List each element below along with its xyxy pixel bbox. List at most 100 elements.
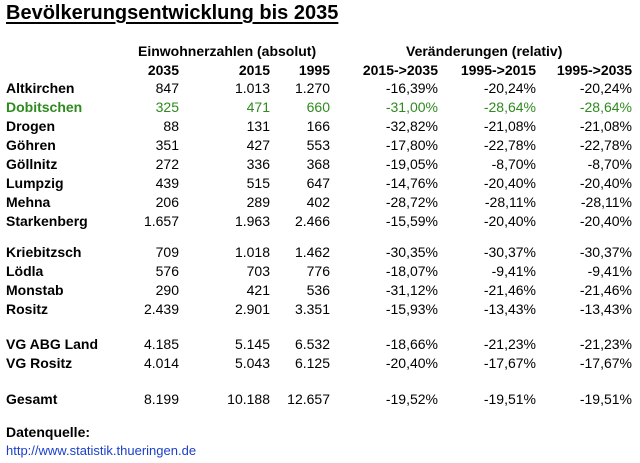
table-cell: 1.018 [234, 244, 270, 260]
table-cell: 703 [246, 263, 270, 279]
table-cell: 325 [155, 99, 179, 115]
table-cell: -14,76% [385, 175, 438, 191]
table-cell: 1.963 [234, 213, 270, 229]
table-cell: -22,78% [579, 137, 632, 153]
table-cell: -19,52% [385, 391, 438, 407]
table-cell: 553 [306, 137, 330, 153]
table-row: Lödla 576 703 776 -18,07% -9,41% -9,41% [0, 263, 640, 282]
table-cell: -9,41% [587, 263, 632, 279]
table-cell: 4.014 [143, 355, 179, 371]
table-cell: -20,40% [483, 213, 536, 229]
table-cell: 427 [246, 137, 270, 153]
table-row: Drogen 88 131 166 -32,82% -21,08% -21,08% [0, 118, 640, 137]
table-row: Lumpzig 439 515 647 -14,76% -20,40% -20,40% [0, 175, 640, 194]
table-cell: -20,40% [385, 355, 438, 371]
table-cell: -21,08% [579, 118, 632, 134]
table-cell: -18,66% [385, 336, 438, 352]
table-cell: 2.466 [294, 213, 330, 229]
column-header-1995: 1995 [298, 62, 330, 78]
table-cell: -21,46% [579, 282, 632, 298]
table-cell: -19,05% [385, 156, 438, 172]
table-cell: -21,23% [483, 336, 536, 352]
table-cell: -21,08% [483, 118, 536, 134]
table-cell: -30,37% [483, 244, 536, 260]
table-cell: -31,12% [385, 282, 438, 298]
table-cell: 351 [155, 137, 179, 153]
table-cell: -20,24% [579, 80, 632, 96]
table-cell: 2.439 [143, 301, 179, 317]
table-cell: -19,51% [483, 391, 536, 407]
source-link[interactable]: http://www.statistik.thueringen.de [6, 443, 197, 458]
row-name: Starkenberg [6, 213, 88, 229]
table-cell: 536 [306, 282, 330, 298]
row-name: Göllnitz [6, 156, 58, 172]
table-cell: -21,23% [579, 336, 632, 352]
table-cell: 471 [246, 99, 270, 115]
table-cell: 647 [306, 175, 330, 191]
source-label: Datenquelle: [6, 424, 91, 440]
table-cell: 4.185 [143, 336, 179, 352]
table-cell: 289 [246, 194, 270, 210]
row-name: Kriebitzsch [6, 244, 82, 260]
column-header-1995-2035: 1995->2035 [556, 62, 632, 78]
table-cell: -13,43% [483, 301, 536, 317]
table-cell: 709 [155, 244, 179, 260]
row-name: Göhren [6, 137, 56, 153]
table-cell: -9,41% [491, 263, 536, 279]
table-cell: 1.462 [294, 244, 330, 260]
table-row: Göllnitz 272 336 368 -19,05% -8,70% -8,70% [0, 156, 640, 175]
table-cell: -8,70% [587, 156, 632, 172]
table-cell: -8,70% [491, 156, 536, 172]
table-cell: 1.270 [294, 80, 330, 96]
table-cell: -31,00% [385, 99, 438, 115]
page-title: Bevölkerungsentwicklung bis 2035 [6, 2, 339, 24]
table-cell: 576 [155, 263, 179, 279]
table-cell: -15,93% [385, 301, 438, 317]
table-cell: -18,07% [385, 263, 438, 279]
column-header-1995-2015: 1995->2015 [460, 62, 536, 78]
row-name: Mehna [6, 194, 51, 210]
column-header-2035: 2035 [147, 62, 179, 78]
table-cell: -28,72% [385, 194, 438, 210]
row-name: Gesamt [6, 391, 58, 407]
table-row: VG ABG Land 4.185 5.145 6.532 -18,66% -21,23%… [0, 336, 640, 355]
group-header-absolute: Einwohnerzahlen (absolut) [138, 43, 317, 59]
table-cell: -19,51% [579, 391, 632, 407]
row-name: Monstab [6, 282, 64, 298]
row-name: VG ABG Land [6, 336, 99, 352]
table-row: VG Rositz 4.014 5.043 6.125 -20,40% -17,67% -1… [0, 355, 640, 374]
table-cell: -28,11% [580, 194, 632, 210]
table-cell: -32,82% [385, 118, 438, 134]
table-cell: 5.145 [234, 336, 270, 352]
column-header-2015-2035: 2015->2035 [362, 62, 438, 78]
table-cell: 131 [246, 118, 270, 134]
table-cell: -28,64% [579, 99, 632, 115]
table-cell: 3.351 [294, 301, 330, 317]
row-name: Drogen [6, 118, 55, 134]
table-cell: -15,59% [385, 213, 438, 229]
table-cell: -20,24% [483, 80, 536, 96]
table-row: Gesamt 8.199 10.188 12.657 -19,52% -19,51% -19… [0, 391, 640, 410]
table-cell: 166 [306, 118, 330, 134]
table-cell: 660 [306, 99, 330, 115]
table-cell: 515 [246, 175, 270, 191]
table-cell: -30,37% [579, 244, 632, 260]
table-row: Altkirchen 847 1.013 1.270 -16,39% -20,24% -20… [0, 80, 640, 99]
row-name: Lumpzig [6, 175, 64, 191]
row-name: Rositz [6, 301, 48, 317]
table-cell: 6.532 [294, 336, 330, 352]
row-name: VG Rositz [6, 355, 73, 371]
table-cell: -21,46% [483, 282, 536, 298]
table-cell: 8.199 [143, 391, 179, 407]
table-cell: -20,40% [579, 175, 632, 191]
table-row: Kriebitzsch 709 1.018 1.462 -30,35% -30,37% -3… [0, 244, 640, 263]
table-cell: -20,40% [483, 175, 536, 191]
table-row: Rositz 2.439 2.901 3.351 -15,93% -13,43% -13,4… [0, 301, 640, 320]
table-row: Starkenberg 1.657 1.963 2.466 -15,59% -20,40%… [0, 213, 640, 232]
table-cell: 6.125 [294, 355, 330, 371]
table-cell: -17,67% [483, 355, 536, 371]
table-row: Mehna 206 289 402 -28,72% -28,11% -28,11% [0, 194, 640, 213]
row-name: Altkirchen [6, 80, 75, 96]
table-cell: 439 [155, 175, 179, 191]
table-row: Dobitschen 325 471 660 -31,00% -28,64% -28,64% [0, 99, 640, 118]
